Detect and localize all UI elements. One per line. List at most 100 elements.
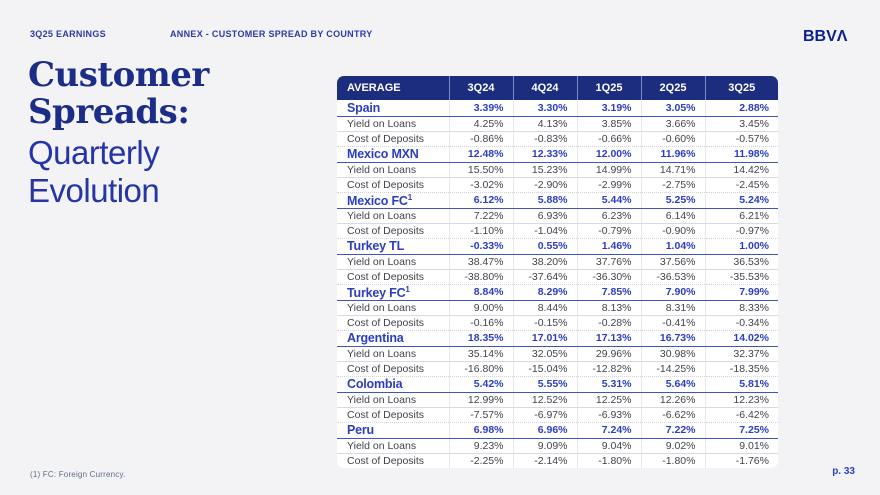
country-row-argentina-value-4q24: 17.01%: [512, 330, 577, 347]
yield-row-turkey-fc-label: Yield on Loans: [337, 300, 449, 316]
yield-row-turkey-fc-value-2q25: 8.31%: [640, 300, 705, 316]
table-header-row: AVERAGE 3Q24 4Q24 1Q25 2Q25 3Q25: [337, 76, 778, 100]
yield-row-colombia-value-3q25: 12.23%: [704, 392, 778, 408]
country-row-argentina-label: Argentina: [337, 330, 449, 347]
cost-row-turkey-fc: Cost of Deposits -0.16% -0.15% -0.28% -0.41%…: [337, 315, 778, 331]
country-row-peru-value-3q25: 7.25%: [704, 422, 778, 439]
country-row-turkey-tl-value-3q25: 1.00%: [704, 238, 778, 255]
country-row-argentina: Argentina 18.35% 17.01% 17.13% 16.73% 14.02%: [337, 330, 778, 347]
subtitle-line-evolution: Evolution: [28, 172, 160, 209]
eyebrow-earnings-label: 3Q25 EARNINGS: [30, 29, 106, 39]
cost-row-colombia-value-3q25: -6.42%: [704, 407, 778, 423]
cost-row-mexico-mxn-value-2q25: -2.75%: [640, 177, 705, 193]
country-row-colombia-value-2q25: 5.64%: [640, 376, 705, 393]
country-row-spain-value-4q24: 3.30%: [512, 100, 577, 117]
yield-row-colombia-value-1q25: 12.25%: [576, 392, 641, 408]
country-row-turkey-tl-value-4q24: 0.55%: [512, 238, 577, 255]
yield-row-peru-label: Yield on Loans: [337, 438, 449, 454]
country-row-mexico-mxn-value-2q25: 11.96%: [640, 146, 705, 163]
country-row-mexico-fc: Mexico FC1 6.12% 5.88% 5.44% 5.25% 5.24%: [337, 192, 778, 209]
country-row-colombia-label: Colombia: [337, 376, 449, 393]
yield-row-peru-value-2q25: 9.02%: [640, 438, 705, 454]
country-row-argentina-value-2q25: 16.73%: [640, 330, 705, 347]
cost-row-argentina-value-4q24: -15.04%: [512, 361, 577, 377]
country-row-mexico-fc-value-2q25: 5.25%: [640, 192, 705, 209]
yield-row-peru: Yield on Loans 9.23% 9.09% 9.04% 9.02% 9.01%: [337, 438, 778, 454]
cost-row-mexico-fc-value-2q25: -0.90%: [640, 223, 705, 239]
cost-row-mexico-fc-label: Cost of Deposits: [337, 223, 449, 239]
cost-row-spain-label: Cost of Deposits: [337, 131, 449, 147]
title-line-spreads: Spreads:: [28, 92, 190, 132]
yield-row-argentina-value-4q24: 32.05%: [512, 346, 577, 362]
country-row-turkey-tl-label: Turkey TL: [337, 238, 449, 255]
country-row-mexico-fc-value-1q25: 5.44%: [576, 192, 641, 209]
cost-row-spain-value-3q24: -0.86%: [448, 131, 513, 147]
yield-row-turkey-fc-value-3q25: 8.33%: [704, 300, 778, 316]
yield-row-argentina-value-2q25: 30.98%: [640, 346, 705, 362]
country-row-turkey-tl-value-1q25: 1.46%: [576, 238, 641, 255]
cost-row-mexico-mxn-value-3q24: -3.02%: [448, 177, 513, 193]
yield-row-colombia: Yield on Loans 12.99% 12.52% 12.25% 12.26% 12…: [337, 392, 778, 408]
title-line-customer: Customer: [28, 55, 209, 95]
cost-row-colombia-value-3q24: -7.57%: [448, 407, 513, 423]
cost-row-mexico-mxn-value-1q25: -2.99%: [576, 177, 641, 193]
cost-row-spain-value-1q25: -0.66%: [576, 131, 641, 147]
cost-row-argentina-value-3q24: -16.80%: [448, 361, 513, 377]
cost-row-colombia-value-1q25: -6.93%: [576, 407, 641, 423]
yield-row-mexico-mxn-value-2q25: 14.71%: [640, 162, 705, 178]
yield-row-peru-value-3q24: 9.23%: [448, 438, 513, 454]
cost-row-spain-value-4q24: -0.83%: [512, 131, 577, 147]
cost-row-turkey-tl-value-3q24: -38.80%: [448, 269, 513, 285]
country-row-peru-value-1q25: 7.24%: [576, 422, 641, 439]
cost-row-argentina-value-2q25: -14.25%: [640, 361, 705, 377]
yield-row-colombia-label: Yield on Loans: [337, 392, 449, 408]
country-row-mexico-fc-label: Mexico FC1: [337, 192, 449, 209]
yield-row-turkey-tl-value-2q25: 37.56%: [640, 254, 705, 270]
cost-row-mexico-mxn-value-4q24: -2.90%: [512, 177, 577, 193]
yield-row-argentina-value-3q25: 32.37%: [704, 346, 778, 362]
yield-row-spain-value-3q25: 3.45%: [704, 116, 778, 132]
yield-row-turkey-tl-value-3q24: 38.47%: [448, 254, 513, 270]
country-row-spain-value-2q25: 3.05%: [640, 100, 705, 117]
cost-row-spain-value-3q25: -0.57%: [704, 131, 778, 147]
country-row-turkey-fc-value-1q25: 7.85%: [576, 284, 641, 301]
country-row-mexico-mxn: Mexico MXN 12.48% 12.33% 12.00% 11.96% 11.98%: [337, 146, 778, 163]
country-row-mexico-fc-value-3q24: 6.12%: [448, 192, 513, 209]
page-number: p. 33: [832, 466, 855, 477]
country-row-spain-value-1q25: 3.19%: [576, 100, 641, 117]
country-row-turkey-fc-value-2q25: 7.90%: [640, 284, 705, 301]
yield-row-spain-value-4q24: 4.13%: [512, 116, 577, 132]
country-row-spain-value-3q24: 3.39%: [448, 100, 513, 117]
country-row-mexico-mxn-value-4q24: 12.33%: [512, 146, 577, 163]
cost-row-turkey-tl-value-2q25: -36.53%: [640, 269, 705, 285]
cost-row-mexico-mxn: Cost of Deposits -3.02% -2.90% -2.99% -2.75%…: [337, 177, 778, 193]
country-row-argentina-value-1q25: 17.13%: [576, 330, 641, 347]
spread-table-body: Spain 3.39% 3.30% 3.19% 3.05% 2.88% Yield on L…: [337, 100, 778, 469]
country-row-spain-label: Spain: [337, 100, 449, 117]
yield-row-turkey-tl-value-3q25: 36.53%: [704, 254, 778, 270]
country-row-colombia-value-3q24: 5.42%: [448, 376, 513, 393]
cost-row-turkey-tl-label: Cost of Deposits: [337, 269, 449, 285]
country-row-colombia-value-1q25: 5.31%: [576, 376, 641, 393]
cost-row-spain-value-2q25: -0.60%: [640, 131, 705, 147]
country-row-turkey-fc-value-4q24: 8.29%: [512, 284, 577, 301]
yield-row-spain-label: Yield on Loans: [337, 116, 449, 132]
cost-row-mexico-fc-value-3q25: -0.97%: [704, 223, 778, 239]
yield-row-turkey-tl: Yield on Loans 38.47% 38.20% 37.76% 37.56% 36…: [337, 254, 778, 270]
yield-row-argentina-value-3q24: 35.14%: [448, 346, 513, 362]
country-row-peru: Peru 6.98% 6.96% 7.24% 7.22% 7.25%: [337, 422, 778, 439]
country-row-colombia-value-4q24: 5.55%: [512, 376, 577, 393]
yield-row-colombia-value-3q24: 12.99%: [448, 392, 513, 408]
yield-row-mexico-mxn-value-1q25: 14.99%: [576, 162, 641, 178]
country-row-mexico-mxn-value-3q25: 11.98%: [704, 146, 778, 163]
yield-row-spain-value-2q25: 3.66%: [640, 116, 705, 132]
yield-row-colombia-value-4q24: 12.52%: [512, 392, 577, 408]
country-row-mexico-mxn-label: Mexico MXN: [337, 146, 449, 163]
cost-row-turkey-fc-value-2q25: -0.41%: [640, 315, 705, 331]
yield-row-argentina-value-1q25: 29.96%: [576, 346, 641, 362]
yield-row-colombia-value-2q25: 12.26%: [640, 392, 705, 408]
country-row-turkey-fc-value-3q24: 8.84%: [448, 284, 513, 301]
country-row-turkey-fc-label: Turkey FC1: [337, 284, 449, 301]
yield-row-argentina-label: Yield on Loans: [337, 346, 449, 362]
